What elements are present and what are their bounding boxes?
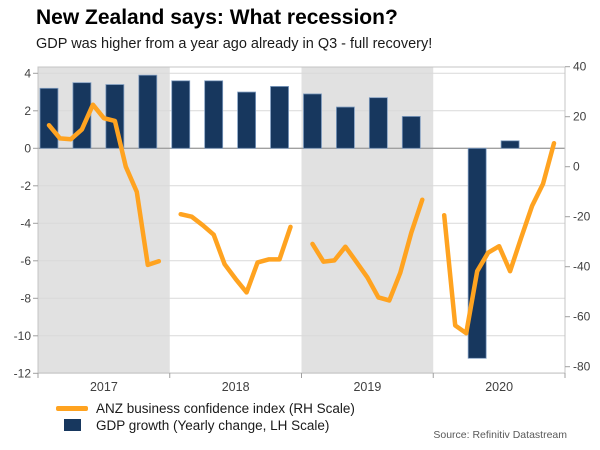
right-axis-label: 20 xyxy=(573,110,587,124)
source-attribution: Source: Refinitiv Datastream xyxy=(433,429,567,441)
chart-title: New Zealand says: What recession? xyxy=(36,6,398,29)
line-series-swatch-icon xyxy=(56,405,88,411)
year-label: 2018 xyxy=(222,380,250,394)
left-axis-label: -12 xyxy=(14,366,32,380)
right-axis-label: -20 xyxy=(573,210,591,224)
gdp-bar-2019-q4 xyxy=(401,116,421,149)
left-axis-label: 4 xyxy=(24,66,31,80)
gdp-bar-2019-q2 xyxy=(336,106,355,149)
legend-swatch-column xyxy=(56,419,88,431)
gdp-bar-2018-q1 xyxy=(171,80,191,149)
gdp-bar-2020-q3 xyxy=(500,140,520,149)
gdp-bar-2018-q3 xyxy=(237,91,257,149)
legend-item-confidence: ANZ business confidence index (RH Scale) xyxy=(56,400,355,416)
left-axis-label: -2 xyxy=(20,179,31,193)
right-axis-label: -40 xyxy=(573,260,591,274)
gdp-bar-2017-q1 xyxy=(39,87,59,149)
confidence-line-segment xyxy=(46,102,162,268)
left-axis-label: -6 xyxy=(20,254,31,268)
confidence-line-segment xyxy=(310,197,425,303)
left-axis-label: -4 xyxy=(20,216,31,230)
legend-label-confidence: ANZ business confidence index (RH Scale) xyxy=(96,400,355,416)
year-label: 2017 xyxy=(90,380,118,394)
right-axis-label: -80 xyxy=(573,360,591,374)
gdp-bar-2018-q2 xyxy=(204,80,224,149)
right-axis-label: -60 xyxy=(573,310,591,324)
confidence-line-segment xyxy=(178,211,293,295)
bar-series-swatch-icon xyxy=(63,419,81,431)
year-label: 2020 xyxy=(485,380,513,394)
gdp-bar-2019-q3 xyxy=(368,97,388,149)
left-axis-label: 2 xyxy=(24,104,31,118)
gdp-bar-2018-q4 xyxy=(270,86,289,149)
gdp-bar-2020-q2 xyxy=(467,147,487,359)
gdp-bar-2019-q1 xyxy=(303,93,322,149)
left-axis-label: -10 xyxy=(14,329,32,343)
right-axis-label: 0 xyxy=(573,160,580,174)
legend: ANZ business confidence index (RH Scale)… xyxy=(56,400,355,433)
right-axis-label: 40 xyxy=(573,60,587,74)
legend-label-gdp: GDP growth (Yearly change, LH Scale) xyxy=(96,417,330,433)
year-label: 2019 xyxy=(353,380,381,394)
gdp-bar-2017-q4 xyxy=(138,74,158,149)
confidence-line-segment xyxy=(441,140,557,336)
legend-swatch-column xyxy=(56,405,88,411)
left-axis-label: -8 xyxy=(20,291,31,305)
left-axis-label: 0 xyxy=(24,141,31,155)
chart-subtitle: GDP was higher from a year ago already i… xyxy=(36,36,433,52)
legend-item-gdp: GDP growth (Yearly change, LH Scale) xyxy=(56,417,355,433)
